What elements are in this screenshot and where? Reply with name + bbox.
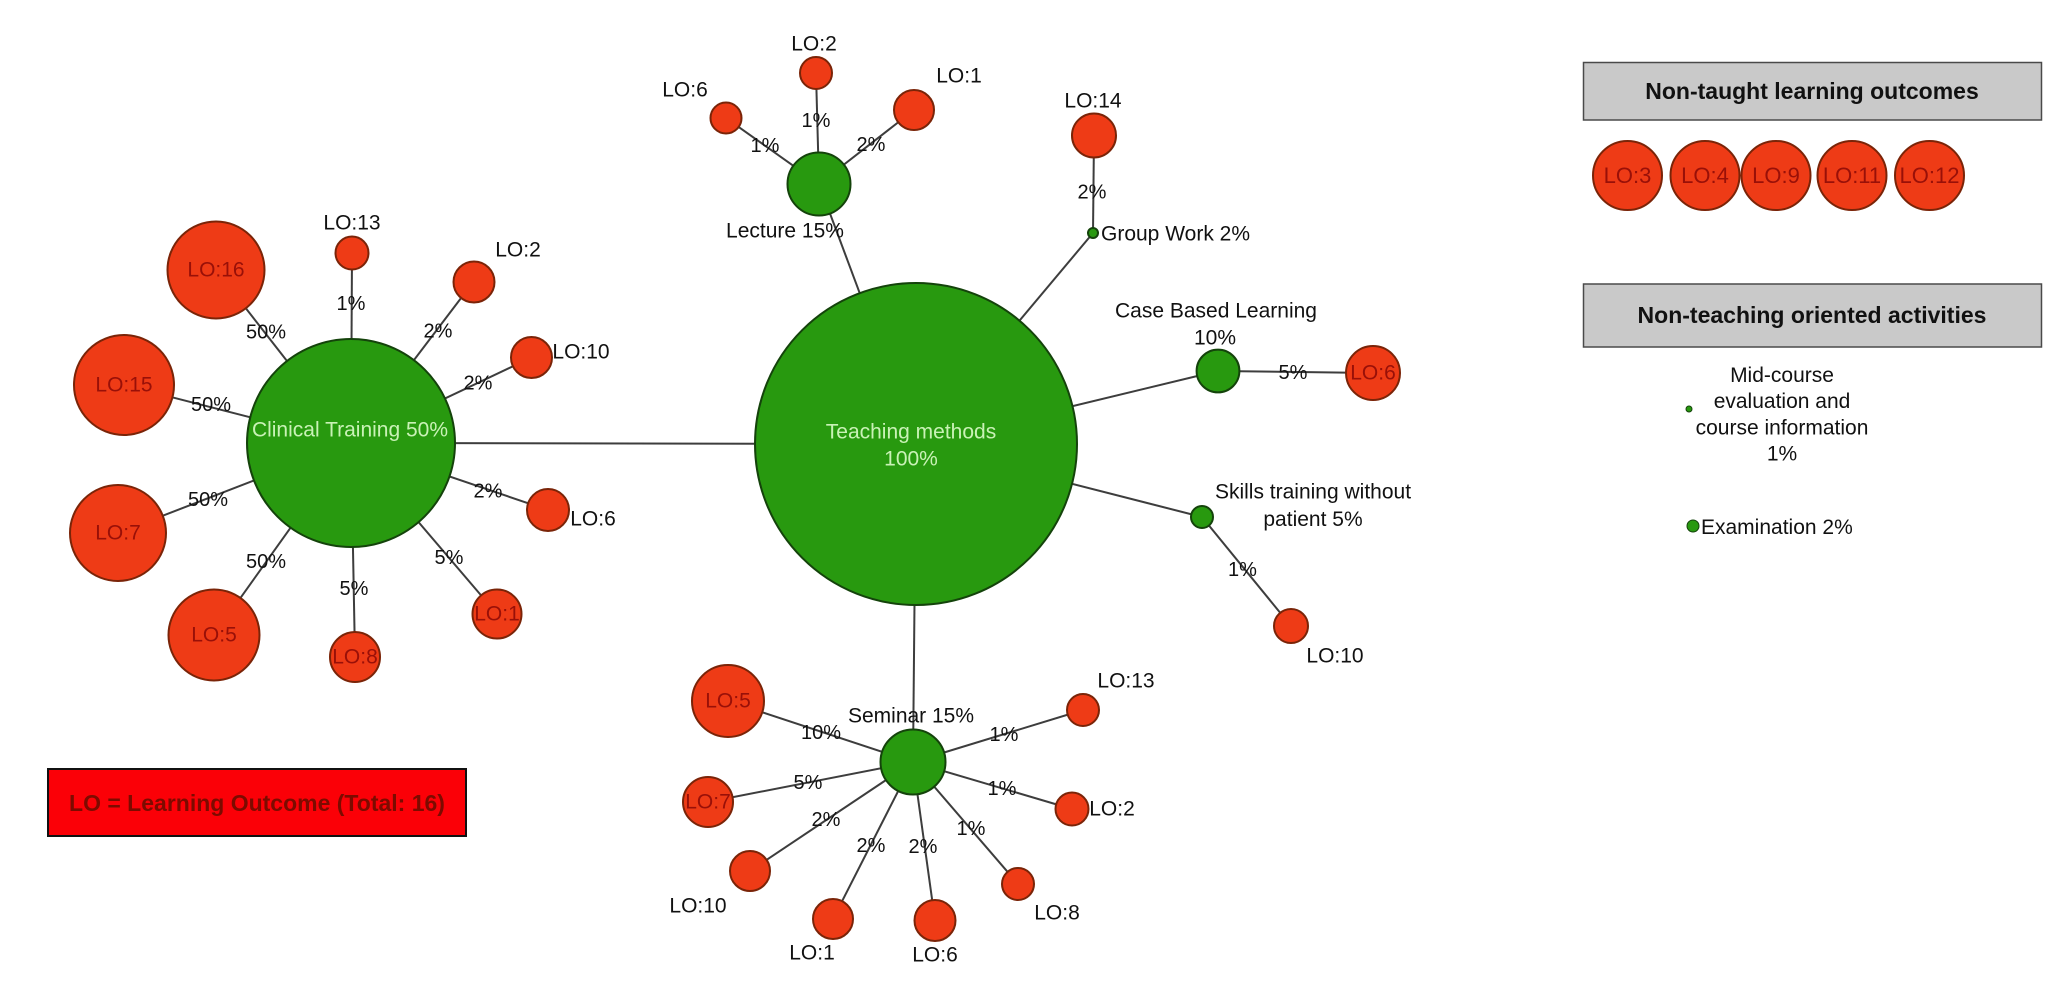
svg-text:1%: 1% xyxy=(957,818,986,840)
svg-text:2%: 2% xyxy=(424,321,453,343)
svg-text:Mid-course: Mid-course xyxy=(1730,364,1834,387)
svg-text:LO:5: LO:5 xyxy=(191,624,237,647)
svg-text:LO:15: LO:15 xyxy=(95,374,152,397)
svg-text:Examination 2%: Examination 2% xyxy=(1701,516,1853,539)
svg-text:LO:8: LO:8 xyxy=(1034,902,1080,925)
svg-text:5%: 5% xyxy=(435,547,464,569)
svg-text:evaluation and: evaluation and xyxy=(1714,390,1851,413)
svg-text:LO:7: LO:7 xyxy=(685,791,731,814)
svg-text:10%: 10% xyxy=(801,722,841,744)
svg-text:Teaching methods: Teaching methods xyxy=(826,421,996,444)
svg-text:1%: 1% xyxy=(802,110,831,132)
svg-text:LO:3: LO:3 xyxy=(1604,163,1652,188)
svg-text:LO:1: LO:1 xyxy=(936,65,982,88)
svg-text:LO:8: LO:8 xyxy=(332,646,378,669)
svg-text:10%: 10% xyxy=(1194,327,1236,350)
svg-text:LO = Learning Outcome (Total:: LO = Learning Outcome (Total: 16) xyxy=(69,790,445,816)
svg-text:LO:11: LO:11 xyxy=(1823,163,1881,188)
svg-text:LO:4: LO:4 xyxy=(1681,163,1729,188)
svg-text:LO:12: LO:12 xyxy=(1900,163,1960,188)
svg-text:1%: 1% xyxy=(1767,443,1797,466)
svg-text:LO:2: LO:2 xyxy=(791,33,837,56)
svg-text:5%: 5% xyxy=(794,772,823,794)
svg-text:1%: 1% xyxy=(751,135,780,157)
svg-text:2%: 2% xyxy=(857,835,886,857)
svg-text:Non-teaching oriented activiti: Non-teaching oriented activities xyxy=(1638,302,1987,328)
svg-text:5%: 5% xyxy=(1279,362,1308,384)
svg-text:LO:6: LO:6 xyxy=(570,508,616,531)
svg-text:1%: 1% xyxy=(988,778,1017,800)
svg-text:Clinical Training 50%: Clinical Training 50% xyxy=(252,419,448,442)
svg-text:Group Work 2%: Group Work 2% xyxy=(1101,223,1250,246)
svg-text:LO:7: LO:7 xyxy=(95,522,141,545)
svg-text:Non-taught learning outcomes: Non-taught learning outcomes xyxy=(1645,78,1979,104)
svg-text:LO:10: LO:10 xyxy=(669,895,726,918)
svg-text:50%: 50% xyxy=(188,489,228,511)
svg-text:LO:9: LO:9 xyxy=(1752,163,1800,188)
svg-text:LO:13: LO:13 xyxy=(323,212,380,235)
svg-text:1%: 1% xyxy=(990,724,1019,746)
svg-text:LO:5: LO:5 xyxy=(705,690,751,713)
svg-text:LO:1: LO:1 xyxy=(789,942,835,965)
svg-text:2%: 2% xyxy=(1078,182,1107,204)
svg-text:Skills training without: Skills training without xyxy=(1215,481,1411,504)
svg-text:5%: 5% xyxy=(340,578,369,600)
svg-text:LO:10: LO:10 xyxy=(552,341,609,364)
svg-text:LO:6: LO:6 xyxy=(662,79,708,102)
svg-text:course information: course information xyxy=(1696,417,1869,440)
svg-text:Seminar 15%: Seminar 15% xyxy=(848,705,974,728)
svg-text:Lecture 15%: Lecture 15% xyxy=(726,220,844,243)
svg-text:1%: 1% xyxy=(337,293,366,315)
svg-text:LO:10: LO:10 xyxy=(1306,645,1363,668)
svg-text:50%: 50% xyxy=(246,322,286,344)
svg-text:LO:2: LO:2 xyxy=(495,239,541,262)
svg-text:2%: 2% xyxy=(909,836,938,858)
svg-text:LO:6: LO:6 xyxy=(912,944,958,967)
svg-text:2%: 2% xyxy=(857,134,886,156)
svg-text:LO:16: LO:16 xyxy=(187,259,244,282)
svg-text:2%: 2% xyxy=(474,481,503,503)
svg-text:LO:1: LO:1 xyxy=(474,603,520,626)
svg-text:LO:13: LO:13 xyxy=(1097,670,1154,693)
svg-text:LO:14: LO:14 xyxy=(1064,90,1122,113)
svg-text:LO:6: LO:6 xyxy=(1350,362,1396,385)
svg-text:2%: 2% xyxy=(464,373,493,395)
svg-text:Case Based Learning: Case Based Learning xyxy=(1115,300,1317,323)
svg-text:LO:2: LO:2 xyxy=(1089,798,1135,821)
svg-text:100%: 100% xyxy=(884,448,938,471)
svg-text:2%: 2% xyxy=(812,809,841,831)
svg-text:1%: 1% xyxy=(1228,559,1257,581)
svg-text:50%: 50% xyxy=(246,551,286,573)
svg-text:50%: 50% xyxy=(191,394,231,416)
svg-text:patient 5%: patient 5% xyxy=(1263,508,1362,531)
